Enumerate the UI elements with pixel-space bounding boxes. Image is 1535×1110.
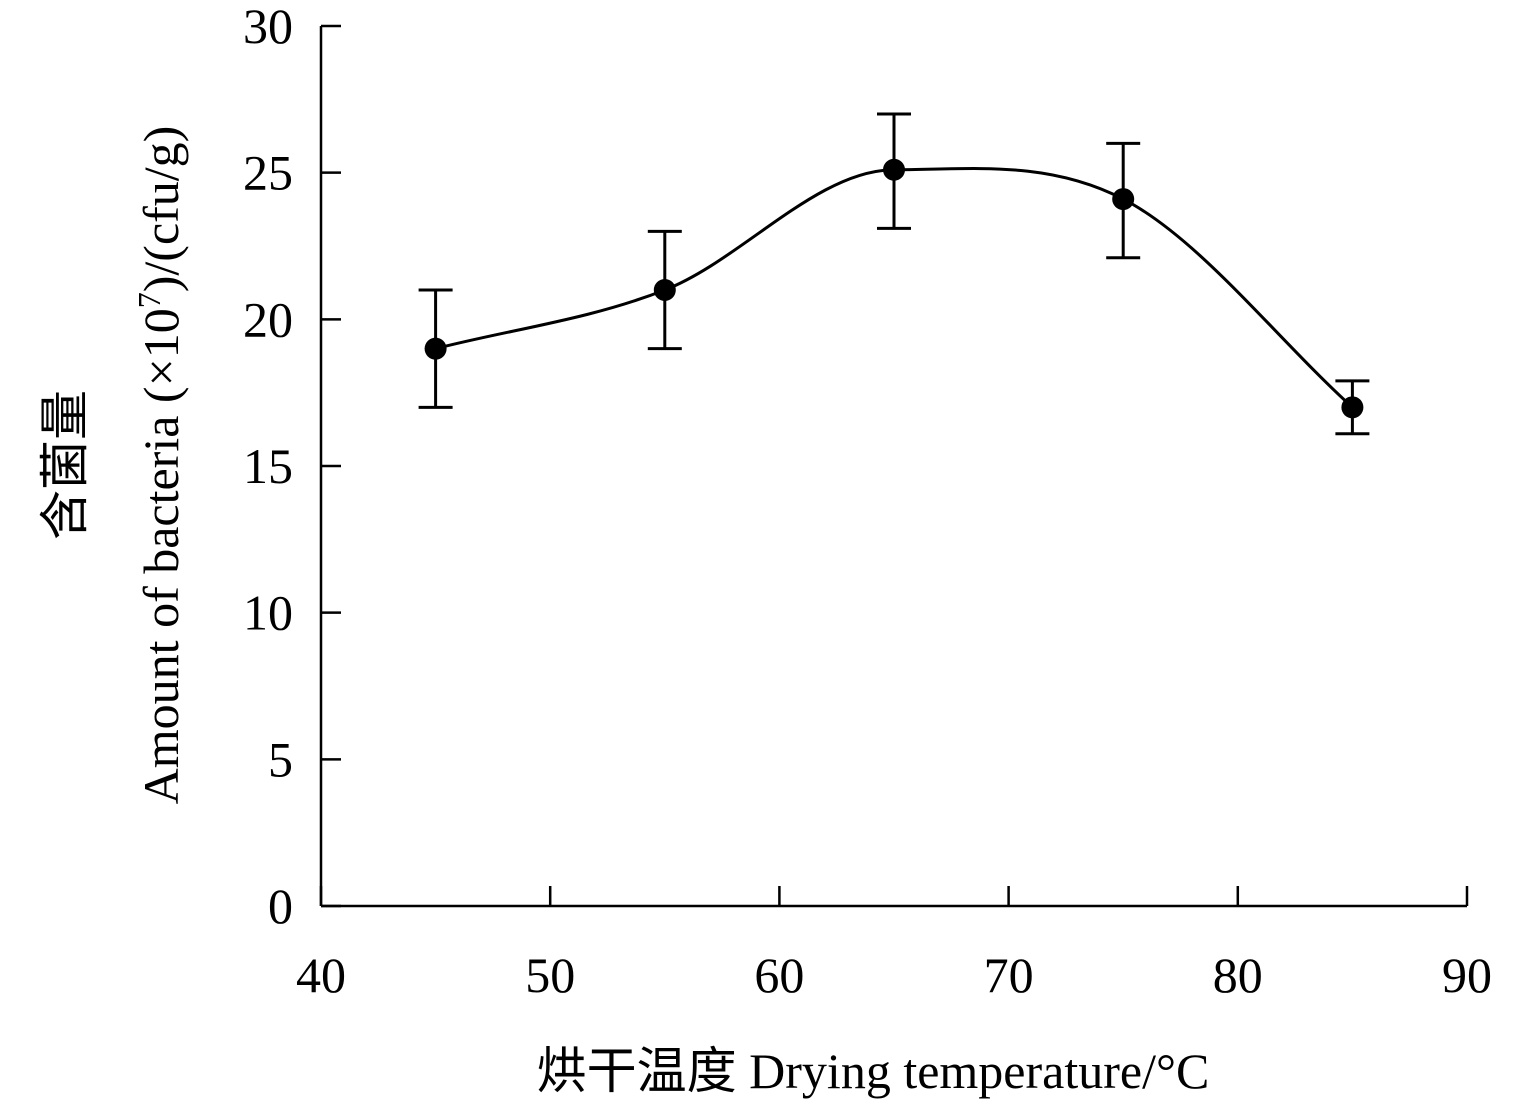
y-axis-title: Amount of bacteria (×107)/(cfu/g): [131, 126, 189, 805]
y-tick-label: 10: [243, 585, 293, 641]
y-tick-label: 20: [243, 291, 293, 347]
data-point: [1112, 188, 1135, 211]
ticks: [319, 24, 1469, 908]
y-axis-title-sup: 7: [131, 292, 167, 308]
y-axis-title-en-1: Amount of bacteria (×10: [133, 308, 189, 804]
x-tick-label: 70: [984, 947, 1034, 1003]
x-axis-title: 烘干温度 Drying temperature/°C: [537, 1043, 1210, 1099]
svg-text:含菌量: 含菌量: [37, 390, 93, 540]
x-tick-label: 60: [754, 947, 804, 1003]
svg-text:Amount of bacteria (×107)/(cfu: Amount of bacteria (×107)/(cfu/g): [131, 126, 189, 805]
data-point: [883, 158, 905, 181]
y-tick-label: 30: [243, 0, 293, 54]
series: [418, 112, 1370, 436]
tick-labels: 0 5 10 15 20 25 30 40 50 60 70 80 90: [243, 0, 1492, 1003]
y-tick-label: 25: [243, 145, 293, 201]
y-tick-label: 15: [243, 438, 293, 494]
y-tick-label: 5: [268, 731, 293, 787]
x-tick-label: 40: [296, 947, 346, 1003]
data-point: [653, 279, 676, 301]
data-point: [1341, 396, 1364, 419]
x-tick-label: 90: [1442, 947, 1492, 1003]
y-axis-title-en-2: )/(cfu/g): [133, 126, 189, 293]
x-tick-label: 80: [1213, 947, 1263, 1003]
data-point: [424, 337, 447, 360]
y-tick-label: 0: [268, 878, 293, 934]
x-tick-label: 50: [525, 947, 575, 1003]
y-axis-title-cn: 含菌量: [37, 390, 93, 540]
